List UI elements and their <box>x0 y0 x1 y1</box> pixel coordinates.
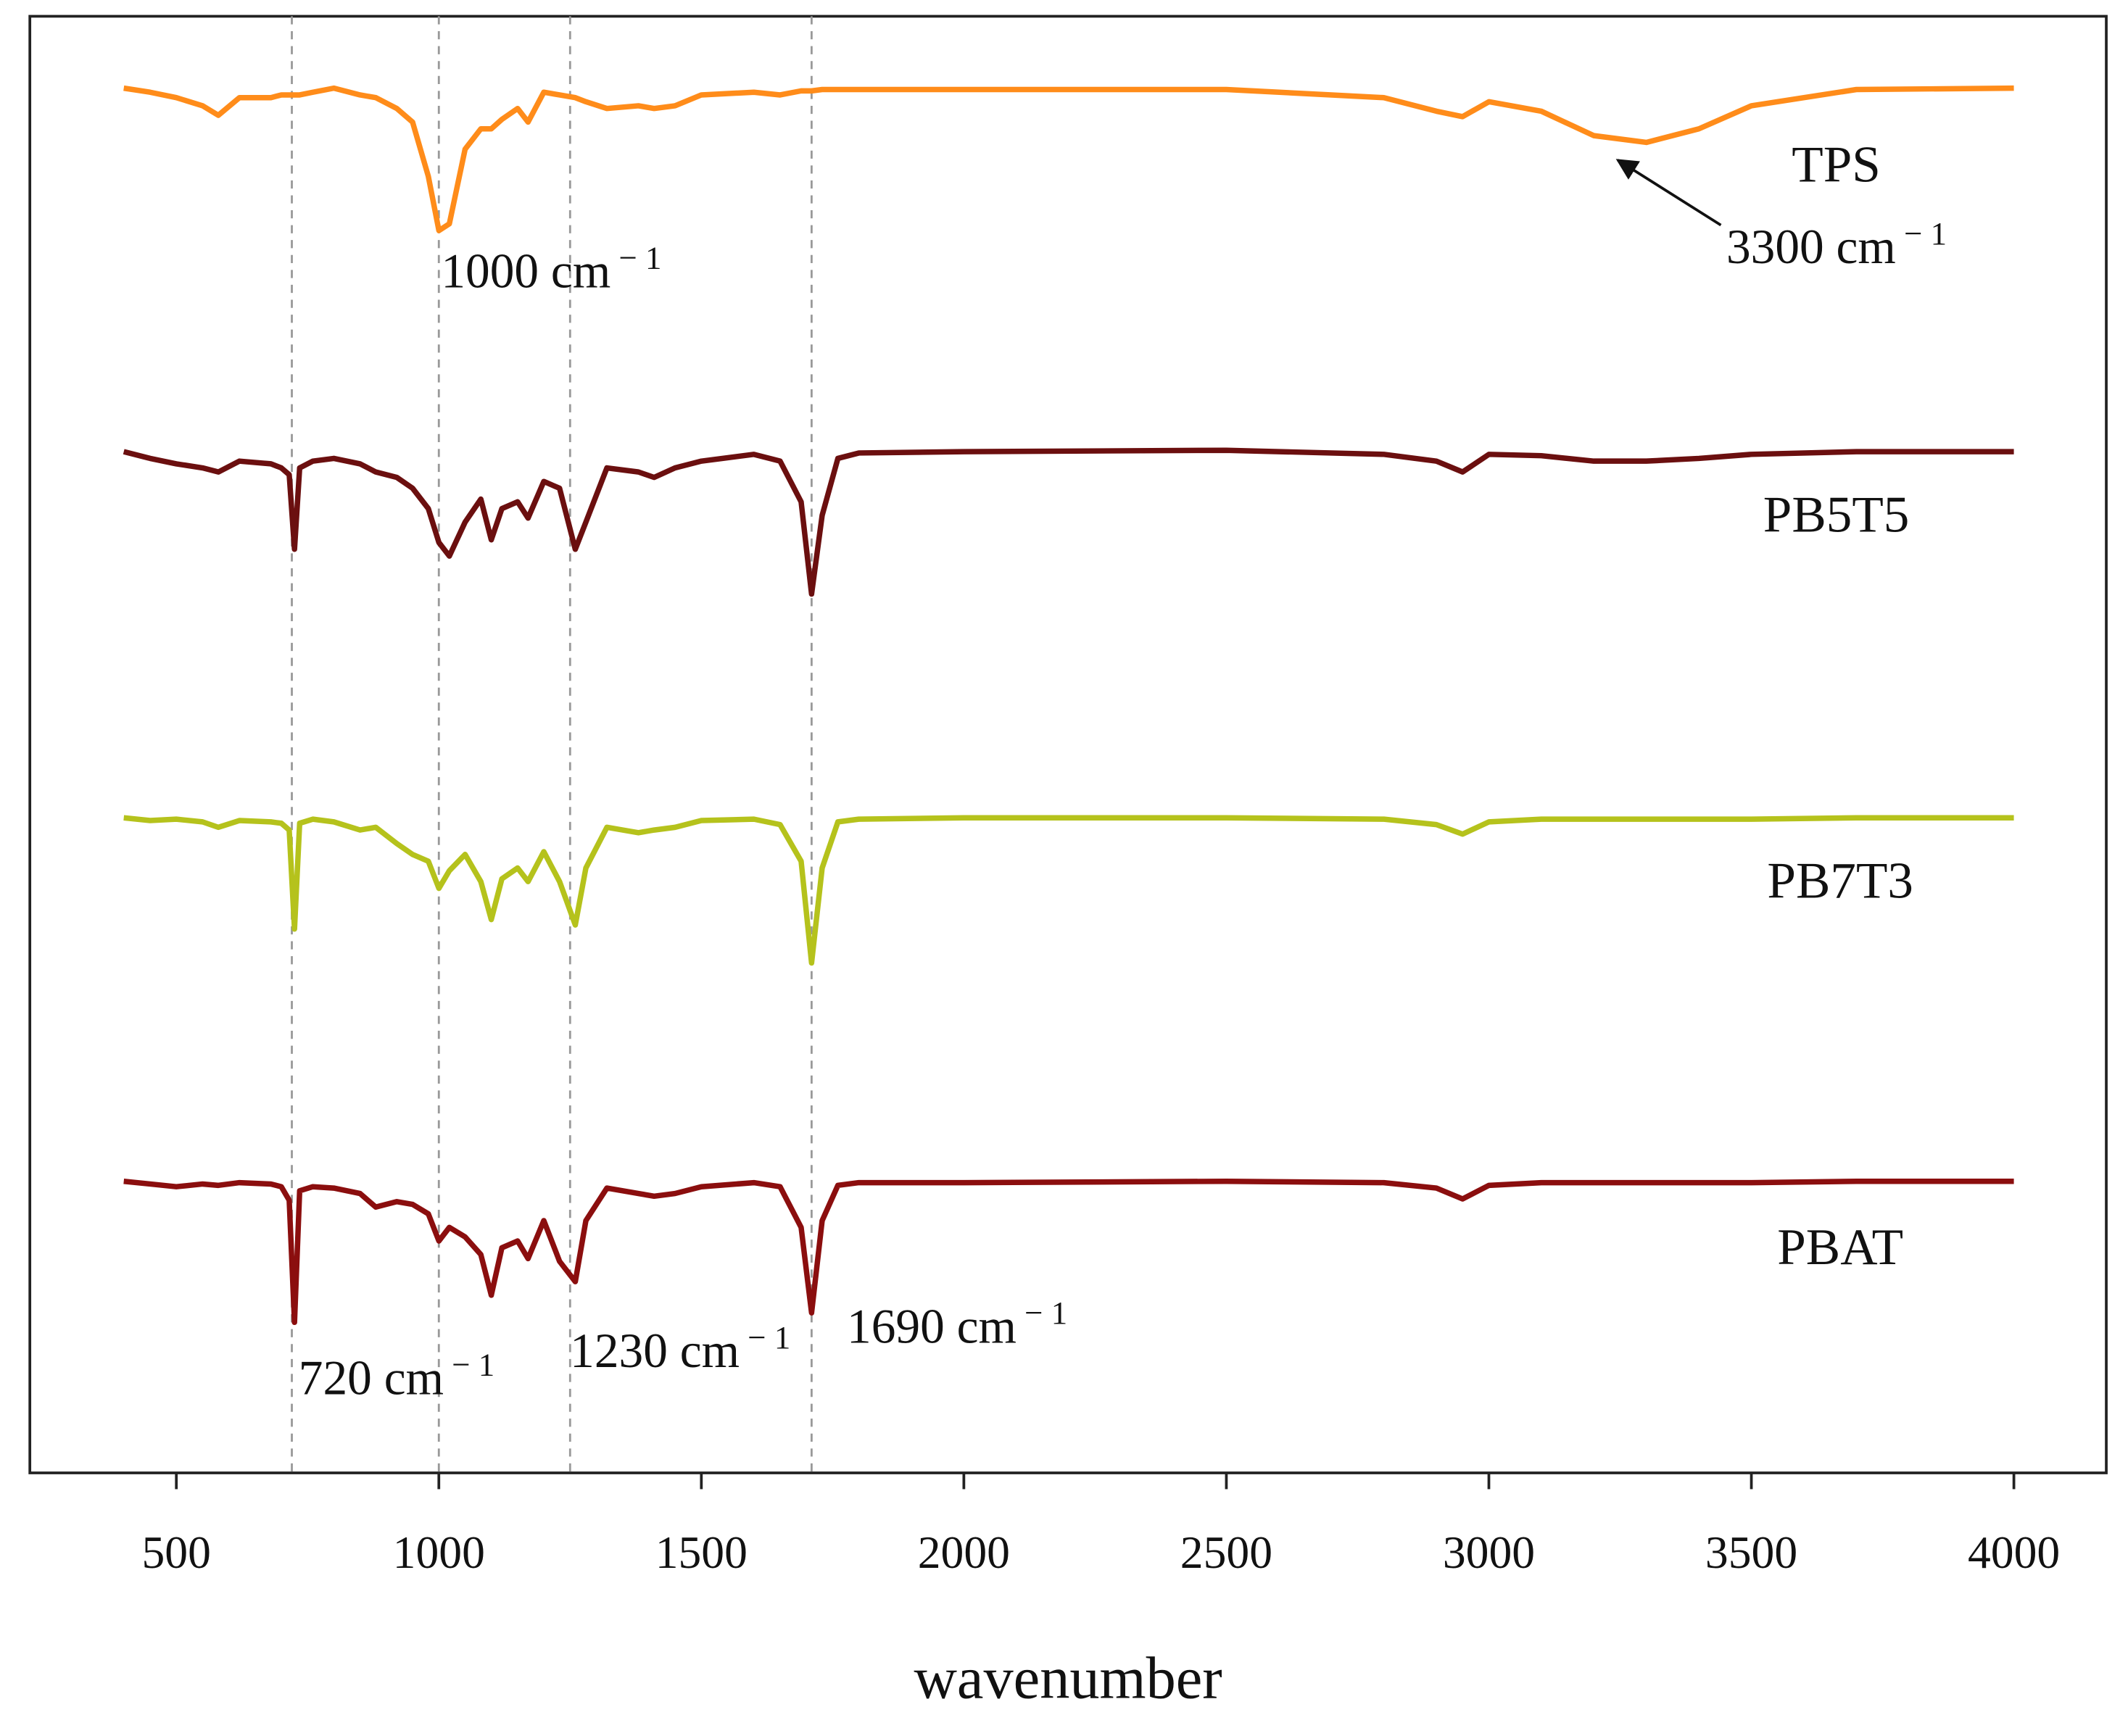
annotation-arrow <box>1615 159 1722 227</box>
annotation-text: 1230 cm <box>570 1324 740 1378</box>
annotation: 3300 cm − 1 <box>1726 215 1947 274</box>
annotation-text: 720 cm <box>299 1350 444 1405</box>
annotation-superscript: − 1 <box>452 1346 494 1382</box>
plot-frame <box>28 14 2108 1474</box>
annotation-superscript: − 1 <box>748 1319 790 1355</box>
x-tick-label: 2500 <box>1180 1527 1272 1578</box>
x-tick-label: 1500 <box>655 1527 748 1578</box>
series-label: TPS <box>1792 137 1881 194</box>
x-tick-label: 4000 <box>1968 1527 2060 1578</box>
series-line <box>123 815 2014 966</box>
series-line <box>123 1178 2014 1326</box>
annotation-superscript: − 1 <box>1024 1295 1067 1331</box>
x-tick-label: 500 <box>141 1527 210 1578</box>
x-tick-label: 3000 <box>1443 1527 1535 1578</box>
annotation: 1000 cm − 1 <box>441 239 661 298</box>
annotation: 1230 cm − 1 <box>570 1319 790 1378</box>
x-axis-label: wavenumber <box>914 1645 1222 1711</box>
series-line <box>123 447 2014 597</box>
series-label: PBAT <box>1777 1219 1903 1276</box>
series-label: PB7T3 <box>1767 853 1913 910</box>
annotation-superscript: − 1 <box>1904 215 1947 252</box>
x-tick-label: 3500 <box>1705 1527 1797 1578</box>
series-line <box>123 85 2014 233</box>
annotation: 720 cm − 1 <box>299 1346 494 1405</box>
annotation-text: 1000 cm <box>441 244 610 299</box>
x-tick-label: 1000 <box>393 1527 485 1578</box>
series-label: PB5T5 <box>1763 486 1910 543</box>
annotation-superscript: − 1 <box>618 239 661 275</box>
x-tick-label: 2000 <box>918 1527 1010 1578</box>
annotation-text: 1690 cm <box>847 1299 1017 1353</box>
annotation: 1690 cm − 1 <box>847 1295 1067 1353</box>
annotation-text: 3300 cm <box>1726 220 1896 274</box>
